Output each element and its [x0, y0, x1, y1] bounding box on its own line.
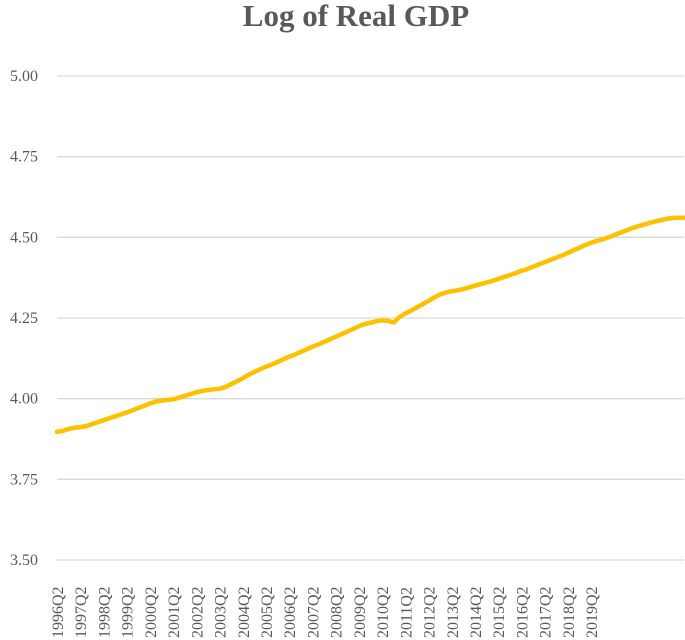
x-tick-label: 2017Q2: [538, 586, 555, 638]
x-tick-label: 2018Q2: [561, 586, 578, 638]
series-layer: [54, 215, 685, 435]
x-tick-label: 2001Q2: [166, 586, 183, 638]
x-tick-label: 2007Q2: [305, 586, 322, 638]
x-tick-label: 1998Q2: [96, 586, 113, 638]
x-tick-label: 2013Q2: [445, 586, 462, 638]
x-tick-label: 2005Q2: [259, 586, 276, 638]
x-tick-label: 2000Q2: [143, 586, 160, 638]
y-tick-label: 5.00: [10, 68, 38, 85]
x-tick-label: 2004Q2: [236, 586, 253, 638]
x-axis-tick-labels: 1996Q2 1997Q2 1998Q2 1999Q2 2000Q2 2001Q2 2002…: [50, 586, 601, 638]
series-line: [54, 215, 685, 435]
x-tick-label: 2010Q2: [375, 586, 392, 638]
x-tick-label: 2003Q2: [213, 586, 230, 638]
chart-title: Log of Real GDP: [243, 0, 470, 33]
y-tick-label: 3.50: [10, 552, 38, 569]
y-axis-tick-labels: 3.50 3.75 4.00 4.25 4.50 4.75 5.00: [10, 68, 38, 569]
x-tick-label: 2011Q2: [398, 587, 415, 638]
y-tick-label: 4.25: [10, 310, 38, 327]
gridlines: [57, 75, 684, 561]
x-tick-label: 2014Q2: [468, 586, 485, 638]
x-tick-label: 2008Q2: [329, 586, 346, 638]
x-tick-label: 2012Q2: [422, 586, 439, 638]
x-tick-label: 2016Q2: [514, 586, 531, 638]
x-tick-label: 2009Q2: [352, 586, 369, 638]
x-tick-label: 2002Q2: [189, 586, 206, 638]
x-tick-label: 1996Q2: [50, 586, 67, 638]
x-tick-label: 2019Q2: [584, 586, 601, 638]
x-tick-label: 1999Q2: [120, 586, 137, 638]
y-tick-label: 4.00: [10, 391, 38, 408]
x-tick-label: 1997Q2: [73, 586, 90, 638]
y-tick-label: 4.75: [10, 149, 38, 166]
x-tick-label: 2015Q2: [491, 586, 508, 638]
y-tick-label: 3.75: [10, 471, 38, 488]
y-tick-label: 4.50: [10, 229, 38, 246]
x-tick-label: 2006Q2: [282, 586, 299, 638]
